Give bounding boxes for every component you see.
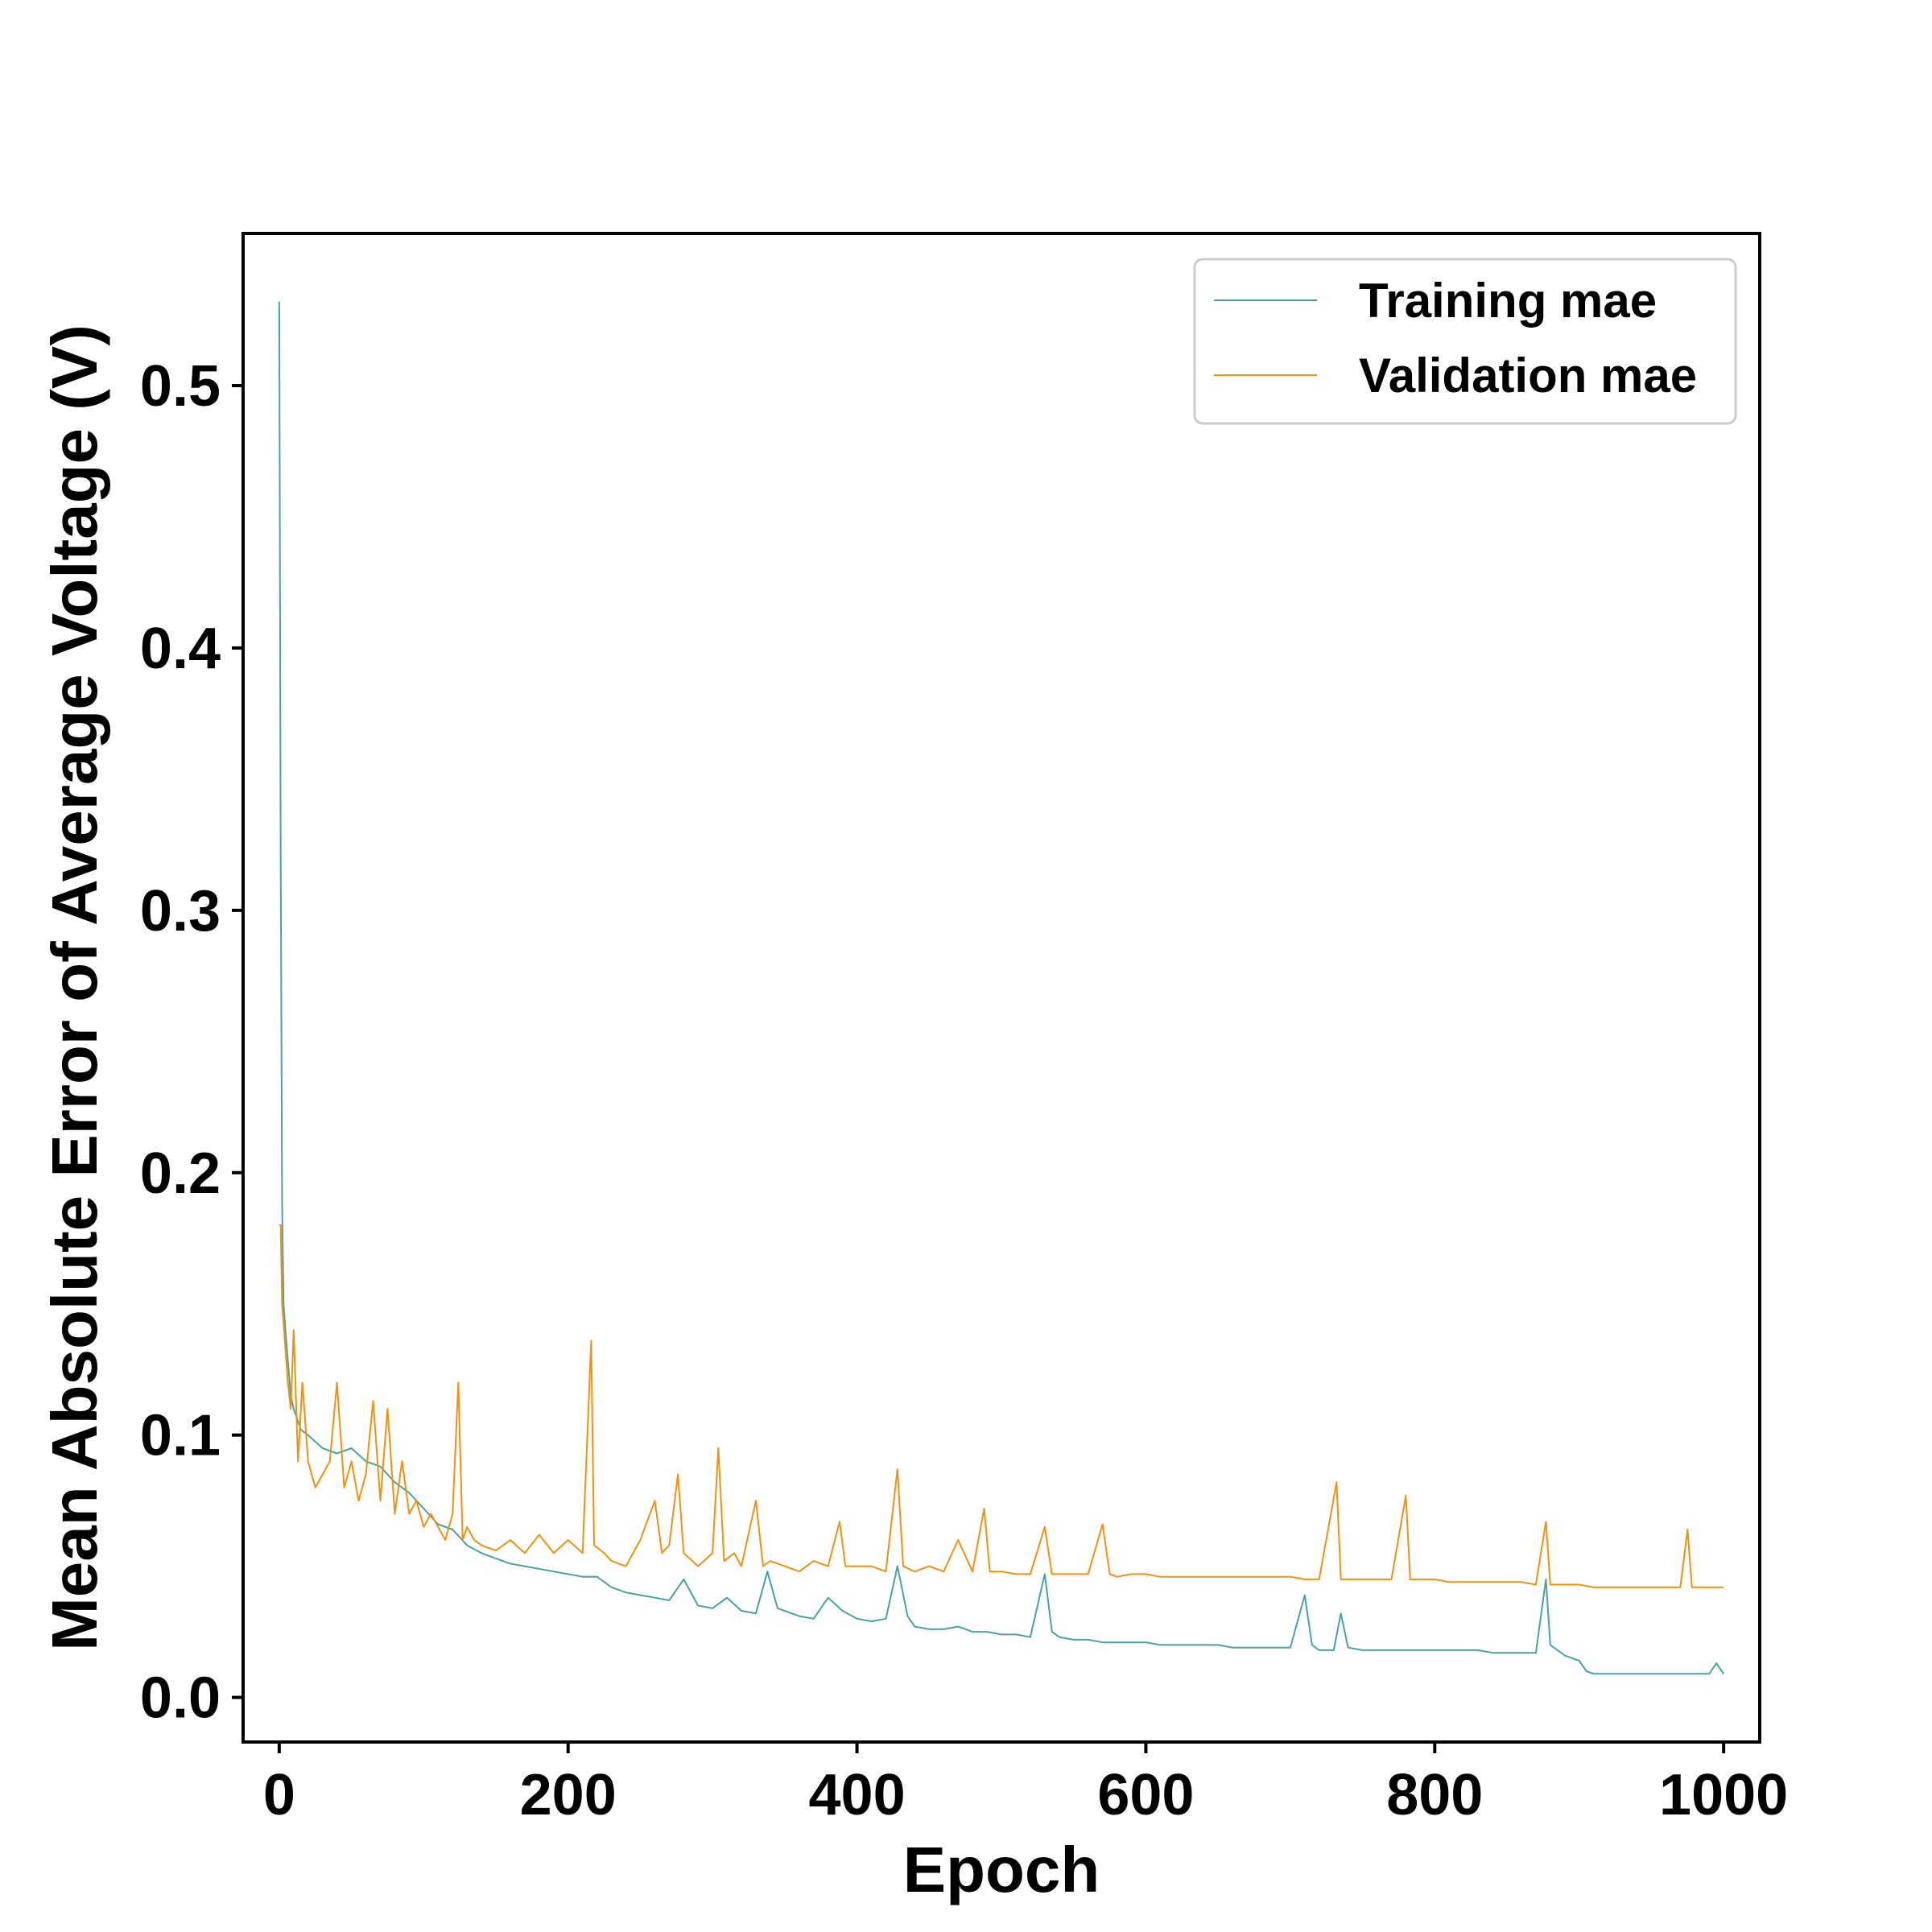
y-tick-label: 0.1 <box>140 1404 221 1468</box>
legend: Training mae Validation mae <box>1193 258 1737 425</box>
plot-frame <box>242 232 1761 1744</box>
x-axis-title: Epoch <box>903 1834 1100 1905</box>
x-tick-label: 800 <box>1386 1763 1483 1827</box>
series-line-validation-mae <box>279 1224 1724 1588</box>
x-tick-label: 0 <box>263 1763 295 1827</box>
y-tick-label: 0.5 <box>140 354 221 419</box>
y-tick-label: 0.2 <box>140 1141 221 1206</box>
x-tick-label: 400 <box>809 1763 906 1827</box>
legend-box <box>1193 258 1737 425</box>
x-tick-label: 1000 <box>1659 1763 1788 1827</box>
x-tick-label: 600 <box>1097 1763 1194 1827</box>
y-tick-label: 0.0 <box>140 1666 221 1731</box>
y-axis-title: Mean Absolute Error of Average Voltage (… <box>39 324 110 1651</box>
legend-label-validation: Validation mae <box>1359 349 1697 402</box>
series-line-training-mae <box>278 301 1724 1675</box>
y-tick-label: 0.3 <box>140 879 221 943</box>
x-tick-label: 200 <box>520 1763 617 1827</box>
series-layer <box>278 301 1724 1675</box>
y-tick-label: 0.4 <box>140 617 221 681</box>
x-axis: 0 200 400 600 800 1000 <box>263 1742 1788 1827</box>
y-axis: 0.0 0.1 0.2 0.3 0.4 0.5 <box>140 354 243 1731</box>
legend-label-training: Training mae <box>1359 274 1657 328</box>
